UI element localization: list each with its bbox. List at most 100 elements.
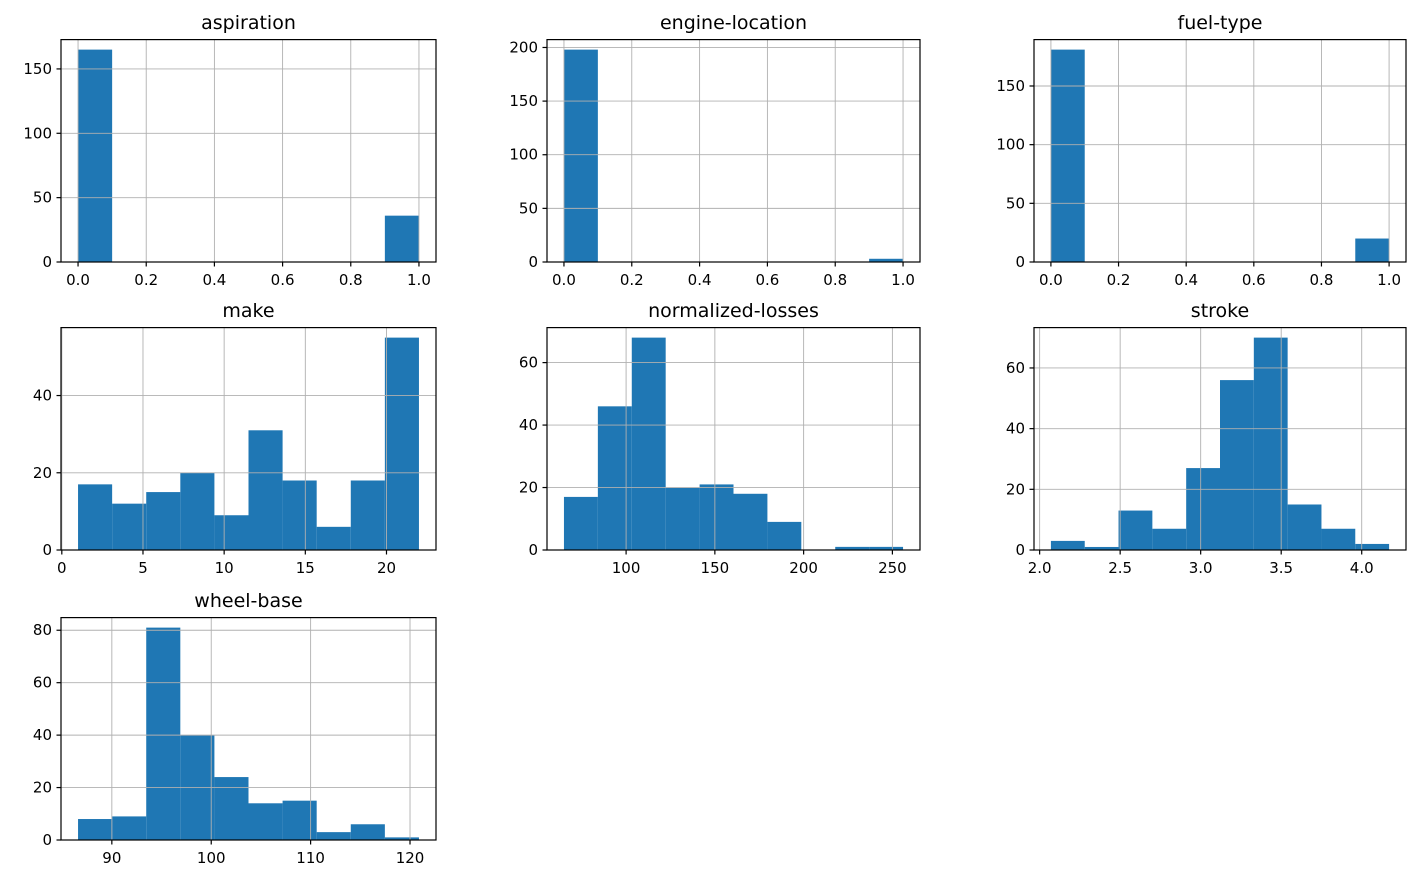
y-tick-label: 20: [33, 779, 52, 797]
histogram-bar: [631, 337, 666, 550]
x-tick-label: 0.8: [823, 271, 847, 289]
plot-axes-fuel-type: 0.0 0.2 0.4 0.6 0.8 1.0 0 50 100 150: [996, 39, 1407, 289]
y-tick-label: 60: [519, 354, 538, 372]
x-tick-label: 0.8: [339, 271, 363, 289]
subplot-normalized-losses: normalized-losses 100 150 200 250 0 20 40 60: [489, 291, 934, 584]
y-tick-label: 40: [33, 726, 52, 744]
x-tick-label: 1.0: [407, 271, 431, 289]
axes-border: [1033, 39, 1407, 263]
histogram-bars: [563, 337, 904, 550]
histogram-bars: [563, 49, 904, 262]
x-tick-label: 1.0: [1377, 271, 1401, 289]
histogram-bar: [1050, 49, 1085, 262]
tick-labels: 0.0 0.2 0.4 0.6 0.8 1.0 0 50 100 150: [996, 77, 1401, 289]
histogram-bar: [563, 49, 598, 262]
histogram-bar: [563, 496, 598, 550]
histogram-bar: [350, 824, 385, 840]
y-tick-label: 20: [519, 479, 538, 497]
subplot-fuel-type: fuel-type 0.0 0.2 0.4 0.6 0.8 1.0 0 50 100 150: [976, 3, 1420, 296]
histogram-bar: [214, 777, 249, 840]
x-tick-label: 100: [612, 559, 641, 577]
y-tick-label: 0: [1015, 541, 1025, 559]
tick-labels: 100 150 200 250 0 20 40 60: [519, 354, 907, 577]
histogram-bar: [665, 487, 700, 550]
x-tick-label: 150: [701, 559, 730, 577]
histogram-bar: [282, 800, 317, 840]
subplot-make: make 0 5 10 15 20 0 20 40: [3, 291, 450, 584]
y-tick-label: 100: [509, 146, 538, 164]
x-tick-label: 4.0: [1350, 559, 1374, 577]
y-tick-label: 40: [1006, 420, 1025, 438]
gridlines: [1034, 39, 1406, 263]
x-tick-label: 2.0: [1028, 559, 1052, 577]
axes-border: [60, 327, 437, 551]
histogram-bar: [869, 258, 904, 262]
y-tick-label: 0: [42, 541, 52, 559]
axes-border: [546, 39, 921, 263]
x-tick-label: 0.2: [620, 271, 644, 289]
gridlines: [61, 39, 436, 263]
histogram-bar: [78, 819, 113, 840]
histogram-bar: [350, 480, 385, 550]
histogram-bars: [1050, 49, 1390, 262]
tick-marks: [542, 362, 893, 555]
x-tick-label: 0.0: [1039, 271, 1063, 289]
x-tick-label: 110: [296, 849, 325, 867]
histogram-bar: [1084, 546, 1119, 550]
x-tick-label: 0.4: [688, 271, 712, 289]
histogram-bars: [1050, 337, 1390, 550]
x-tick-label: 0.0: [552, 271, 576, 289]
x-tick-label: 250: [878, 559, 907, 577]
histogram-bar: [733, 493, 768, 550]
x-tick-label: 0.6: [271, 271, 295, 289]
histogram-bar: [767, 521, 802, 550]
histogram-bars: [78, 627, 419, 840]
histogram-bar: [316, 832, 351, 840]
plot-axes-normalized-losses: 100 150 200 250 0 20 40 60: [519, 327, 921, 577]
axes-border: [60, 617, 437, 841]
x-tick-label: 0.4: [202, 271, 226, 289]
y-tick-label: 40: [519, 416, 538, 434]
x-tick-label: 2.5: [1108, 559, 1132, 577]
plot-title-aspiration: aspiration: [201, 12, 296, 34]
histogram-bar: [1220, 380, 1254, 550]
x-tick-label: 0.0: [66, 271, 90, 289]
tick-marks: [56, 394, 388, 555]
histogram-bar: [384, 837, 419, 840]
subplot-stroke: stroke 2.0 2.5 3.0 3.5 4.0 0 20 40 60: [976, 291, 1420, 584]
plot-title-fuel-type: fuel-type: [1177, 12, 1263, 34]
axes-border: [1033, 327, 1407, 551]
y-tick-label: 0: [528, 253, 538, 271]
histogram-bar: [1050, 540, 1085, 550]
histogram-bar: [1321, 528, 1356, 550]
histogram-bar: [384, 215, 419, 262]
subplot-aspiration: aspiration 0.0 0.2 0.4 0.6 0.8 1.0 0 50 100 150: [3, 3, 450, 296]
histogram-bar: [248, 803, 283, 840]
y-tick-label: 200: [509, 39, 538, 56]
histogram-bar: [78, 484, 113, 550]
y-tick-label: 0: [528, 541, 538, 559]
histogram-bar: [78, 49, 113, 262]
x-tick-label: 0.2: [134, 271, 158, 289]
x-tick-label: 120: [396, 849, 425, 867]
tick-labels: 90 100 110 120 0 20 40 60 80: [33, 621, 424, 867]
y-tick-label: 50: [519, 199, 538, 217]
histogram-bars: [78, 337, 419, 550]
plot-title-wheel-base: wheel-base: [194, 590, 303, 612]
histogram-bar: [146, 492, 181, 550]
y-tick-label: 0: [42, 831, 52, 849]
x-tick-label: 1.0: [891, 271, 915, 289]
histogram-bar: [282, 480, 317, 550]
histogram-bar: [1287, 504, 1322, 550]
histogram-bar: [316, 526, 351, 550]
y-tick-label: 80: [33, 621, 52, 639]
y-tick-label: 50: [1006, 194, 1025, 212]
y-tick-label: 40: [33, 387, 52, 405]
histogram-bar: [112, 503, 147, 550]
y-tick-label: 20: [1006, 480, 1025, 498]
histogram-bar: [1355, 238, 1390, 262]
plot-axes-engine-location: 0.0 0.2 0.4 0.6 0.8 1.0 0 50 100 150 200: [509, 39, 921, 289]
x-tick-label: 0.4: [1174, 271, 1198, 289]
tick-labels: 0.0 0.2 0.4 0.6 0.8 1.0 0 50 100 150 200: [509, 39, 915, 289]
